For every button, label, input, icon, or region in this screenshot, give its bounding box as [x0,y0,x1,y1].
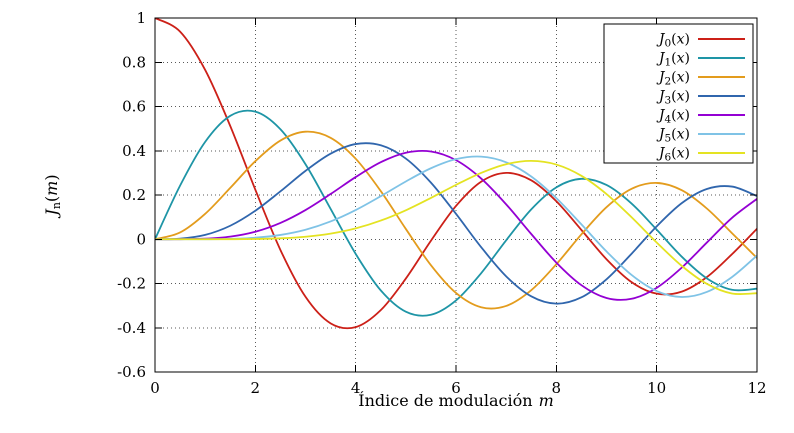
legend-label: J1(x) [656,51,690,69]
legend-label: J0(x) [656,32,690,50]
curve-j2 [155,130,757,310]
curve-j6 [155,160,757,295]
y-tick-label: 0.6 [122,98,146,116]
legend-item-j2: J2(x) [656,70,745,88]
curve-j4 [155,149,757,301]
x-tick-label: 6 [451,379,461,397]
legend-item-j3: J3(x) [656,89,745,107]
x-axis-label: Índice de modulación m [358,390,554,410]
legend-label: J3(x) [656,89,690,107]
x-tick-label: 0 [150,379,160,397]
legend-item-j1: J1(x) [656,51,745,69]
curve-j0 [155,18,757,330]
x-tick-label: 2 [251,379,261,397]
legend-item-j0: J0(x) [656,32,745,50]
legend-item-j5: J5(x) [656,127,745,145]
legend-label: J5(x) [656,127,690,145]
x-tick-label: 10 [647,379,666,397]
y-tick-label: 0.4 [122,142,146,160]
curve-j5 [155,155,757,298]
legend-label: J6(x) [656,146,690,164]
curve-j1 [155,109,757,317]
legend-item-j4: J4(x) [656,108,745,126]
curve-j3 [155,142,757,305]
y-tick-label: 1 [136,9,146,27]
x-tick-label: 4 [351,379,361,397]
x-tick-label: 8 [552,379,562,397]
y-axis-label: Jn(m) [42,174,63,218]
y-tick-labels: 1 0.8 0.6 0.4 0.2 0 -0.2 -0.4 -0.6 [117,9,146,381]
y-tick-label: -0.4 [117,319,146,337]
legend-label: J2(x) [656,70,690,88]
y-tick-label: 0.2 [122,186,146,204]
curves [155,18,757,330]
legend-box [603,23,754,164]
y-tick-label: 0 [136,230,146,248]
legend: J0(x)J1(x)J2(x)J3(x)J4(x)J5(x)J6(x) [603,23,754,164]
y-tick-label: 0.8 [122,53,146,71]
x-tick-labels: 0 2 4 6 8 10 12 [150,379,766,397]
y-tick-label: -0.6 [117,363,146,381]
legend-label: J4(x) [656,108,690,126]
legend-item-j6: J6(x) [656,146,745,164]
x-tick-label: 12 [747,379,766,397]
axis-ticks [154,17,758,373]
y-tick-label: -0.2 [117,275,146,293]
